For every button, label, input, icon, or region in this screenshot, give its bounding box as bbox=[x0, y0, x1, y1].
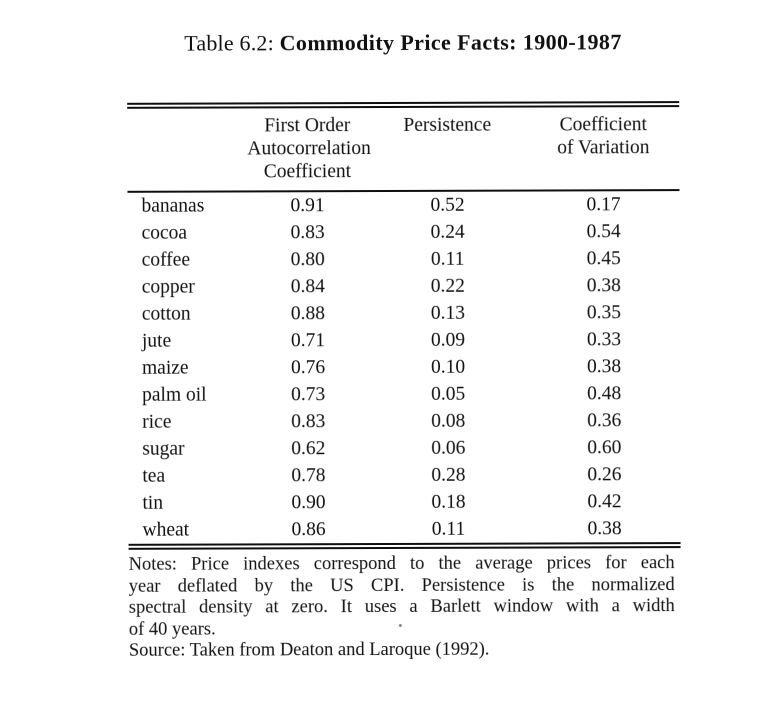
foac-value-cell: 0.84 bbox=[290, 276, 325, 298]
table-row: jute 0.71 0.09 0.33 bbox=[128, 326, 680, 355]
cov-value-cell: 0.33 bbox=[586, 329, 622, 351]
cov-value-cell: 0.35 bbox=[586, 302, 621, 324]
persistence-value-cell: 0.52 bbox=[430, 194, 465, 216]
cov-value-cell: 0.54 bbox=[586, 221, 621, 243]
foac-value-cell: 0.73 bbox=[291, 384, 326, 406]
table-row: wheat 0.86 0.11 0.38 bbox=[128, 515, 680, 544]
commodity-name-cell: tin bbox=[142, 492, 164, 514]
notes-line: Notes: Price indexes correspond to the a… bbox=[128, 553, 675, 575]
header-col-persistence: Persistence bbox=[403, 114, 492, 136]
commodity-name-cell: maize bbox=[141, 357, 189, 379]
table-row: palm oil 0.73 0.05 0.48 bbox=[128, 380, 680, 409]
cov-value-cell: 0.38 bbox=[586, 275, 621, 297]
table-row: maize 0.76 0.10 0.38 bbox=[128, 353, 680, 382]
commodity-name-cell: cotton bbox=[141, 303, 191, 325]
source-line: Source: Taken from Deaton and Laroque (1… bbox=[128, 639, 490, 661]
cov-value-cell: 0.26 bbox=[587, 464, 622, 486]
foac-value-cell: 0.83 bbox=[290, 222, 325, 244]
cov-value-cell: 0.17 bbox=[586, 194, 621, 216]
table-row: coffee 0.80 0.11 0.45 bbox=[128, 245, 680, 274]
commodity-name-cell: rice bbox=[142, 411, 172, 433]
commodity-name-cell: cocoa bbox=[141, 222, 188, 244]
foac-value-cell: 0.91 bbox=[290, 195, 325, 217]
persistence-value-cell: 0.10 bbox=[430, 356, 466, 378]
persistence-value-cell: 0.24 bbox=[430, 221, 465, 243]
header-cov-line: of Variation bbox=[557, 137, 650, 159]
foac-value-cell: 0.76 bbox=[290, 357, 326, 379]
notes-line: spectral density at zero. It uses a Barl… bbox=[128, 596, 675, 618]
commodity-name-cell: bananas bbox=[141, 195, 205, 217]
scan-artifact-dot bbox=[398, 623, 402, 627]
commodity-price-table: First Order Autocorrelation Coefficient … bbox=[127, 101, 681, 550]
foac-value-cell: 0.78 bbox=[291, 465, 326, 487]
table-caption: Table 6.2: Commodity Price Facts: 1900-1… bbox=[117, 29, 689, 57]
table-row: bananas 0.91 0.52 0.17 bbox=[127, 191, 679, 220]
foac-value-cell: 0.88 bbox=[290, 303, 325, 325]
persistence-value-cell: 0.08 bbox=[431, 410, 466, 432]
foac-value-cell: 0.86 bbox=[291, 519, 326, 541]
commodity-name-cell: jute bbox=[141, 330, 172, 352]
table-row: copper 0.84 0.22 0.38 bbox=[128, 272, 680, 301]
persistence-value-cell: 0.09 bbox=[430, 329, 466, 351]
header-cov-line: Coefficient bbox=[559, 114, 647, 136]
table-body: bananas 0.91 0.52 0.17 cocoa 0.83 0.24 0… bbox=[127, 191, 680, 544]
cov-value-cell: 0.60 bbox=[587, 437, 622, 459]
table-row: tin 0.90 0.18 0.42 bbox=[128, 488, 680, 517]
header-col-commodity bbox=[127, 114, 247, 183]
commodity-name-cell: sugar bbox=[142, 438, 185, 460]
commodity-name-cell: copper bbox=[141, 276, 195, 298]
cov-value-cell: 0.38 bbox=[586, 356, 622, 378]
table-row: sugar 0.62 0.06 0.60 bbox=[128, 434, 680, 463]
persistence-value-cell: 0.28 bbox=[431, 464, 466, 486]
cov-value-cell: 0.38 bbox=[587, 518, 622, 540]
header-col-foac: First Order Autocorrelation Coefficient bbox=[247, 114, 371, 183]
persistence-value-cell: 0.11 bbox=[430, 248, 465, 270]
persistence-value-cell: 0.18 bbox=[431, 491, 466, 513]
table-row: rice 0.83 0.08 0.36 bbox=[128, 407, 680, 436]
table-row: tea 0.78 0.28 0.26 bbox=[128, 461, 680, 490]
cov-value-cell: 0.42 bbox=[587, 491, 622, 513]
persistence-value-cell: 0.11 bbox=[431, 518, 466, 540]
notes-line: year deflated by the US CPI. Persistence… bbox=[128, 574, 675, 597]
table-row: cocoa 0.83 0.24 0.54 bbox=[128, 218, 680, 247]
table-header-row: First Order Autocorrelation Coefficient … bbox=[127, 107, 679, 191]
table-notes: Notes: Price indexes correspond to the a… bbox=[129, 553, 675, 662]
cov-value-cell: 0.36 bbox=[587, 410, 622, 432]
header-foac-line: Coefficient bbox=[263, 161, 352, 183]
commodity-name-cell: tea bbox=[142, 465, 166, 487]
table-title-text: Commodity Price Facts: 1900-1987 bbox=[279, 29, 622, 56]
foac-value-cell: 0.71 bbox=[290, 330, 326, 352]
foac-value-cell: 0.80 bbox=[290, 249, 325, 271]
persistence-value-cell: 0.13 bbox=[430, 302, 465, 324]
persistence-value-cell: 0.06 bbox=[431, 437, 466, 459]
persistence-value-cell: 0.22 bbox=[430, 275, 465, 297]
header-foac-line: Autocorrelation bbox=[247, 138, 371, 160]
cov-value-cell: 0.48 bbox=[587, 383, 622, 405]
table-row: cotton 0.88 0.13 0.35 bbox=[128, 299, 680, 328]
commodity-name-cell: palm oil bbox=[142, 384, 207, 406]
table-number-label: Table 6.2: bbox=[184, 30, 274, 56]
commodity-name-cell: coffee bbox=[141, 249, 191, 271]
cov-value-cell: 0.45 bbox=[586, 248, 621, 270]
header-col-cov: Coefficient of Variation bbox=[527, 113, 679, 182]
notes-line: of 40 years. bbox=[128, 619, 216, 640]
commodity-name-cell: wheat bbox=[142, 519, 190, 541]
foac-value-cell: 0.90 bbox=[291, 492, 326, 514]
persistence-value-cell: 0.05 bbox=[431, 383, 466, 405]
header-foac-line: First Order bbox=[264, 115, 351, 137]
foac-value-cell: 0.83 bbox=[291, 411, 326, 433]
foac-value-cell: 0.62 bbox=[291, 438, 326, 460]
